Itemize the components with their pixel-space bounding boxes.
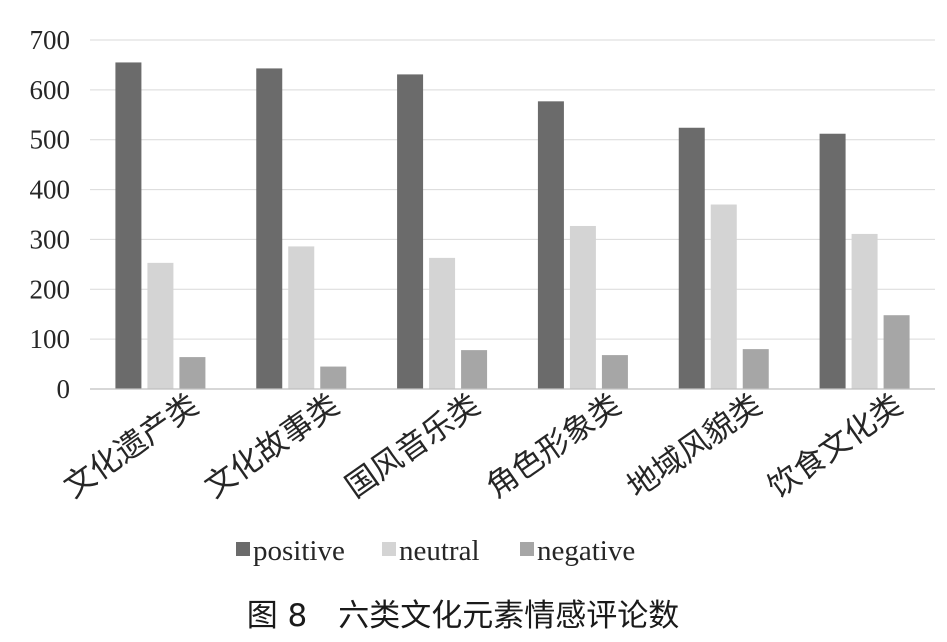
bar-positive — [678, 127, 705, 390]
bar-negative — [883, 315, 910, 389]
bar-positive — [397, 74, 424, 389]
bar-positive — [115, 62, 142, 389]
legend-label-neutral: neutral — [399, 535, 480, 567]
bar-negative — [742, 349, 769, 389]
y-tick-label: 600 — [30, 75, 71, 105]
y-tick-label: 400 — [30, 175, 71, 205]
bar-neutral — [851, 233, 878, 389]
legend-swatch-negative — [520, 542, 534, 556]
x-tick-label: 饮食文化类 — [762, 387, 910, 505]
bar-neutral — [147, 262, 174, 389]
legend-label-negative: negative — [537, 535, 635, 567]
x-tick-label: 角色形象类 — [480, 387, 628, 505]
bar-neutral — [569, 225, 596, 389]
y-tick-label: 300 — [30, 224, 71, 254]
x-tick-label: 文化故事类 — [198, 387, 346, 505]
bars — [115, 62, 910, 390]
bar-neutral — [429, 257, 456, 389]
y-tick-label: 0 — [57, 374, 71, 404]
legend-label-positive: positive — [253, 535, 345, 567]
bar-positive — [537, 101, 564, 390]
bar-neutral — [710, 204, 737, 389]
legend-swatch-neutral — [382, 542, 396, 556]
x-tick-label: 文化遗产类 — [57, 387, 205, 505]
gridlines — [90, 39, 935, 340]
y-tick-label: 200 — [30, 274, 71, 304]
bar-negative — [461, 350, 488, 389]
bar-negative — [601, 355, 628, 389]
bar-neutral — [288, 246, 315, 389]
y-axis: 0 100 200 300 400 500 600 700 — [30, 25, 71, 404]
y-tick-label: 500 — [30, 125, 71, 155]
legend-swatch-positive — [236, 542, 250, 556]
legend: positive neutral negative — [236, 535, 635, 567]
y-tick-label: 700 — [30, 25, 71, 55]
y-tick-label: 100 — [30, 324, 71, 354]
bar-negative — [320, 366, 347, 389]
x-tick-label: 国风音乐类 — [339, 387, 487, 505]
bar-positive — [256, 68, 283, 389]
bar-positive — [819, 133, 846, 389]
bar-negative — [179, 357, 206, 389]
x-tick-label: 地域风貌类 — [621, 387, 769, 505]
figure-caption: 图 8 六类文化元素情感评论数 — [247, 598, 680, 634]
